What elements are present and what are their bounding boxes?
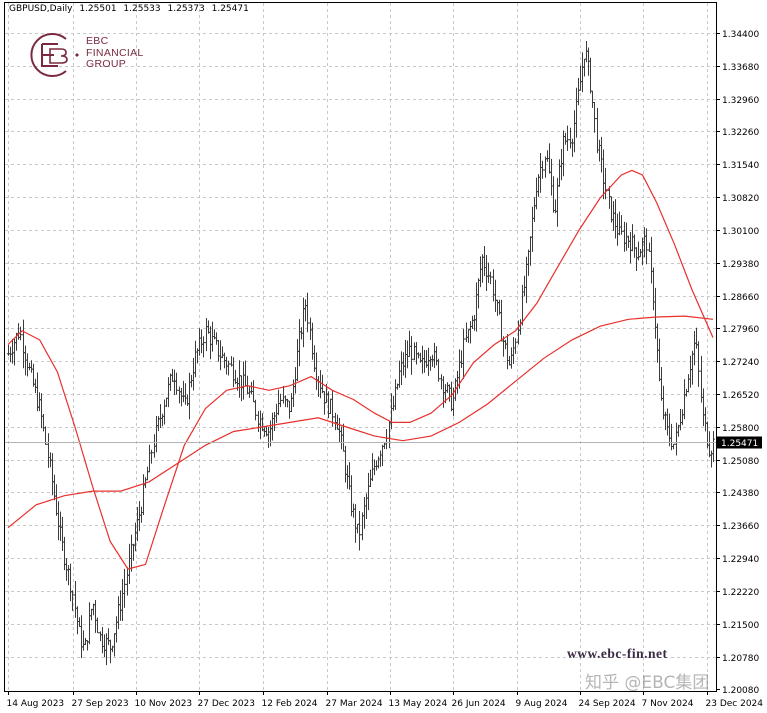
ohlc-bar [489,271,492,285]
plot-frame [4,2,717,692]
moving-average-slow-line [7,315,714,529]
ohlc-bar [645,228,648,265]
ohlc-bar [410,336,413,375]
ohlc-bar [358,511,361,551]
y-tick-label: 1.29380 [722,260,759,270]
y-tick-label: 1.25800 [722,424,759,434]
y-tick-label: 1.33680 [722,63,759,73]
x-tick-label: 26 Jun 2024 [452,699,506,709]
ohlc-bar [150,449,153,464]
x-tick-label: 24 Sep 2024 [579,699,636,709]
y-tick-label: 1.32260 [722,128,759,138]
ohlc-bar [514,338,517,354]
ohlc-bar [331,390,334,427]
x-tick-label: 7 Nov 2024 [642,699,694,709]
x-tick-label: 27 Mar 2024 [326,699,383,709]
moving-average-fast-line [7,169,714,570]
ohlc-bar [462,328,465,379]
y-tick-label: 1.23660 [722,522,759,532]
y-tick-label: 1.20080 [722,686,759,696]
y-tick-label: 1.28660 [722,293,759,303]
ohlc-bar [672,443,675,450]
x-tick-label: 12 Feb 2024 [262,699,318,709]
symbol-label: GBPUSD,Daily [9,4,73,14]
current-price-label: 1.25471 [721,439,758,449]
y-tick-label: 1.31540 [722,161,759,171]
logo-line-2: FINANCIAL [86,46,144,59]
ohlc-bar [71,590,74,611]
logo-text: EBC FINANCIAL GROUP [86,35,144,71]
watermark-label: 知乎 @EBC集团 [585,673,710,693]
logo-line-3: GROUP [86,58,127,70]
ohlc-bar [620,215,623,235]
website-label: www.ebc-fin.net [567,646,668,661]
x-tick-label: 27 Sep 2023 [72,699,129,709]
ohlc-bar [437,358,440,382]
ohlc-bar [279,393,282,408]
ohlc-bar [175,372,178,395]
ohlc-bar [96,617,99,634]
x-tick-label: 14 Aug 2023 [7,699,65,709]
ohlc-bar [44,426,47,445]
ohlc-bar [712,431,715,463]
chart-header: GBPUSD,Daily 1.25501 1.25533 1.25373 1.2… [9,4,253,14]
ohlc-bar [227,360,230,376]
y-tick-label: 1.22940 [722,555,759,565]
high-value: 1.25533 [123,4,161,14]
x-tick-label: 9 Aug 2024 [516,699,568,709]
ohlc-bars [7,41,715,666]
ebc-logo: EBC FINANCIAL GROUP [28,30,158,80]
y-tick-label: 1.21500 [722,621,759,631]
x-tick-label: 13 May 2024 [389,699,448,709]
y-tick-label: 1.26520 [722,391,759,401]
y-tick-label: 1.22220 [722,588,759,598]
ohlc-bar [202,336,205,358]
y-tick-label: 1.30100 [722,227,759,237]
ohlc-bar [541,160,544,179]
x-tick-label: 23 Dec 2024 [706,699,764,709]
y-tick-label: 1.32960 [722,96,759,106]
y-tick-label: 1.25080 [722,457,759,467]
logo-line-1: EBC [86,35,109,47]
ohlc-bar [566,125,569,151]
close-value: 1.25471 [211,4,249,14]
ohlc-bar [123,568,126,608]
y-tick-label: 1.27960 [722,325,759,335]
x-tick-label: 10 Nov 2023 [135,699,193,709]
ohlc-bar [19,326,22,341]
ebc-logo-mark-icon [30,33,79,77]
low-value: 1.25373 [167,4,205,14]
x-tick-label: 27 Dec 2023 [198,699,256,709]
y-tick-label: 1.30820 [722,194,759,204]
y-tick-label: 1.24380 [722,489,759,499]
open-value: 1.25501 [79,4,117,14]
ohlc-bar [593,102,596,133]
ohlc-bar [697,341,700,387]
y-tick-label: 1.34400 [722,30,759,40]
ohlc-bar [254,399,257,421]
y-tick-label: 1.20780 [722,654,759,664]
y-tick-label: 1.27240 [722,358,759,368]
current-price-box [717,436,762,449]
ohlc-bar [306,292,309,333]
